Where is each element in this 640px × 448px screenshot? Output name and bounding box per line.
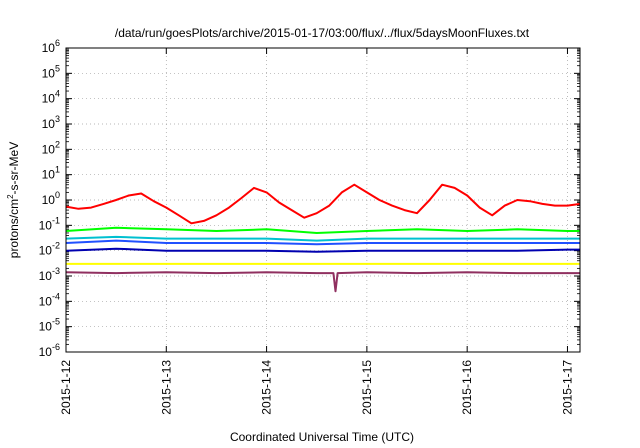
series-line-3 [65,235,580,242]
y-axis-label: protons/cm2-s-sr-MeV [6,142,21,258]
x-tick-label: 2015-1-13 [159,360,173,415]
chart-title: /data/run/goesPlots/archive/2015-01-17/0… [115,26,530,40]
y-tick-label: 104 [42,89,60,106]
x-tick-label: 2015-1-17 [560,360,574,415]
x-tick-label: 2015-1-16 [460,360,474,415]
x-tick-label: 2015-1-14 [260,360,274,415]
y-tick-label: 10-1 [39,215,60,232]
y-tick-label: 10-4 [39,291,60,308]
x-tick-label: 2015-1-15 [360,360,374,415]
series-line-4 [65,239,580,246]
y-tick-label: 10-2 [39,241,60,258]
y-tick-label: 100 [42,190,60,207]
y-tick-label: 103 [42,114,60,131]
y-tick-label: 10-3 [39,266,60,283]
series-line-2 [65,226,580,234]
series-line-5 [65,247,580,253]
x-axis-label: Coordinated Universal Time (UTC) [230,430,414,444]
grid-lines [66,48,580,352]
y-tick-label: 102 [42,139,60,156]
y-tick-labels: 10-6 10-5 10-4 10-3 10-2 10-1 100 101 102 103 104 1… [39,38,60,359]
x-tick-label: 2015-1-12 [59,360,73,415]
y-tick-label: 106 [42,38,60,55]
y-tick-label: 105 [42,63,60,80]
series-line-1 [65,183,581,225]
y-tick-label: 101 [42,165,60,182]
series-group [65,183,581,293]
x-tick-labels: 2015-1-12 2015-1-13 2015-1-14 2015-1-15 2015… [59,360,574,415]
y-tick-label: 10-6 [39,342,60,359]
y-tick-label: 10-5 [39,317,60,334]
plot-frame [65,47,581,353]
series-line-7 [65,271,580,293]
